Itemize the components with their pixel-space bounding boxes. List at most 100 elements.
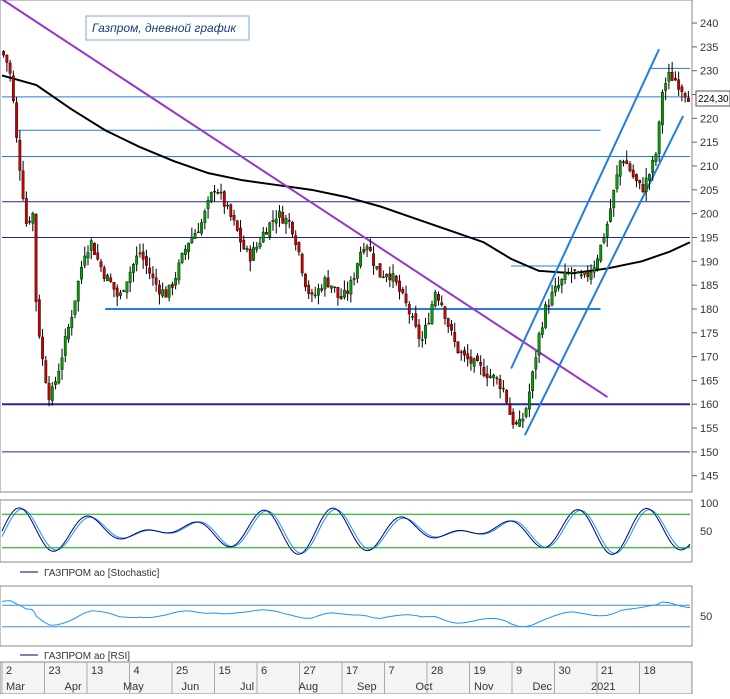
- candle-up: [180, 252, 184, 263]
- price-tick-label: 145: [700, 471, 718, 483]
- candle-up: [602, 237, 606, 243]
- candle-up: [612, 189, 616, 208]
- time-tick-label: 30: [559, 665, 571, 677]
- candle-down: [229, 204, 233, 217]
- candle-up: [583, 271, 586, 275]
- candle-down: [417, 324, 421, 339]
- candle-up: [618, 160, 622, 177]
- candle-down: [5, 54, 9, 63]
- candle-up: [261, 231, 265, 243]
- candle-down: [631, 169, 635, 178]
- candle-up: [67, 327, 70, 340]
- candle-up: [599, 244, 603, 261]
- candle-down: [407, 304, 411, 315]
- candle-down: [586, 270, 590, 277]
- candle-down: [300, 253, 304, 274]
- price-tick-label: 180: [700, 304, 718, 316]
- candle-up: [329, 285, 333, 289]
- time-tick-label: 21: [601, 665, 613, 677]
- price-tick-label: 205: [700, 185, 718, 197]
- stochastic-tick-label: 100: [700, 498, 718, 510]
- candle-down: [466, 353, 470, 360]
- candle-down: [24, 198, 28, 224]
- candle-up: [589, 272, 593, 280]
- candle-down: [122, 290, 126, 292]
- candle-up: [138, 252, 142, 255]
- candle-down: [248, 248, 252, 262]
- candle-up: [86, 252, 90, 259]
- candle-down: [388, 273, 392, 281]
- candle-down: [297, 242, 301, 253]
- candle-up: [651, 159, 655, 173]
- month-label: Aug: [299, 681, 319, 693]
- candle-down: [635, 174, 638, 181]
- candle-down: [15, 102, 19, 138]
- stochastic-legend: ГАЗПРОМ ао [Stochastic]: [44, 568, 160, 579]
- candle-down: [453, 332, 457, 342]
- candle-up: [560, 278, 564, 286]
- candle-up: [605, 223, 609, 237]
- candle-down: [677, 79, 681, 90]
- candle-down: [115, 287, 119, 297]
- candle-down: [495, 377, 499, 380]
- candle-down: [310, 292, 314, 295]
- candle-down: [148, 267, 152, 274]
- candle-up: [187, 242, 191, 252]
- moving-average-layer: [1, 74, 691, 275]
- candle-up: [349, 279, 353, 295]
- candle-up: [654, 154, 658, 162]
- candle-down: [625, 160, 629, 165]
- candle-up: [411, 316, 414, 318]
- candle-down: [485, 373, 489, 379]
- candle-down: [141, 251, 145, 260]
- candle-up: [174, 277, 178, 286]
- candle-up: [570, 271, 573, 274]
- candle-up: [203, 211, 207, 223]
- candle-down: [304, 273, 307, 288]
- candle-up: [190, 236, 194, 243]
- candle-up: [566, 272, 570, 274]
- month-label: Sep: [357, 681, 377, 693]
- candle-up: [544, 304, 547, 328]
- candle-up: [258, 242, 262, 248]
- candle-up: [313, 294, 317, 297]
- month-label: 2021: [591, 681, 615, 693]
- candle-up: [76, 281, 80, 302]
- candle-down: [41, 336, 44, 360]
- candle-down: [508, 403, 512, 415]
- oscillator-axes: 50 100 50: [2, 498, 718, 628]
- candle-up: [531, 371, 535, 392]
- price-tick-label: 185: [700, 280, 718, 292]
- candle-down: [44, 360, 48, 383]
- candle-up: [537, 333, 541, 356]
- candle-down: [265, 231, 268, 235]
- candle-down: [368, 246, 372, 252]
- levels-layer: [2, 67, 690, 453]
- candle-up: [648, 174, 651, 181]
- candle-down: [287, 220, 291, 222]
- candle-up: [644, 177, 648, 193]
- candle-up: [57, 370, 61, 384]
- last-price-label: 224,30: [698, 94, 729, 105]
- candle-down: [437, 294, 440, 301]
- month-label: Nov: [474, 681, 494, 693]
- candle-up: [501, 387, 505, 390]
- rsi-pane-frame: [0, 585, 693, 647]
- time-tick-label: 13: [91, 665, 103, 677]
- candle-up: [557, 285, 560, 289]
- candle-down: [479, 361, 483, 366]
- month-label: Oct: [416, 681, 433, 693]
- rsi-tick-label: 50: [700, 611, 712, 623]
- time-tick-label: 17: [346, 665, 358, 677]
- last-price-badge: [695, 90, 730, 107]
- time-axis: 2 23 13 4 25 15 6 27 17 7 28 19 9 30 21 18 Mar Apr May Jun J…: [1, 662, 656, 694]
- candle-up: [161, 289, 165, 297]
- price-tick-label: 240: [700, 18, 718, 30]
- candle-down: [476, 355, 479, 362]
- rsi-line: [1, 600, 691, 628]
- candle-up: [430, 304, 434, 324]
- title-box: [85, 15, 250, 41]
- time-tick-label: 25: [176, 665, 188, 677]
- price-tick-label: 220: [700, 113, 718, 125]
